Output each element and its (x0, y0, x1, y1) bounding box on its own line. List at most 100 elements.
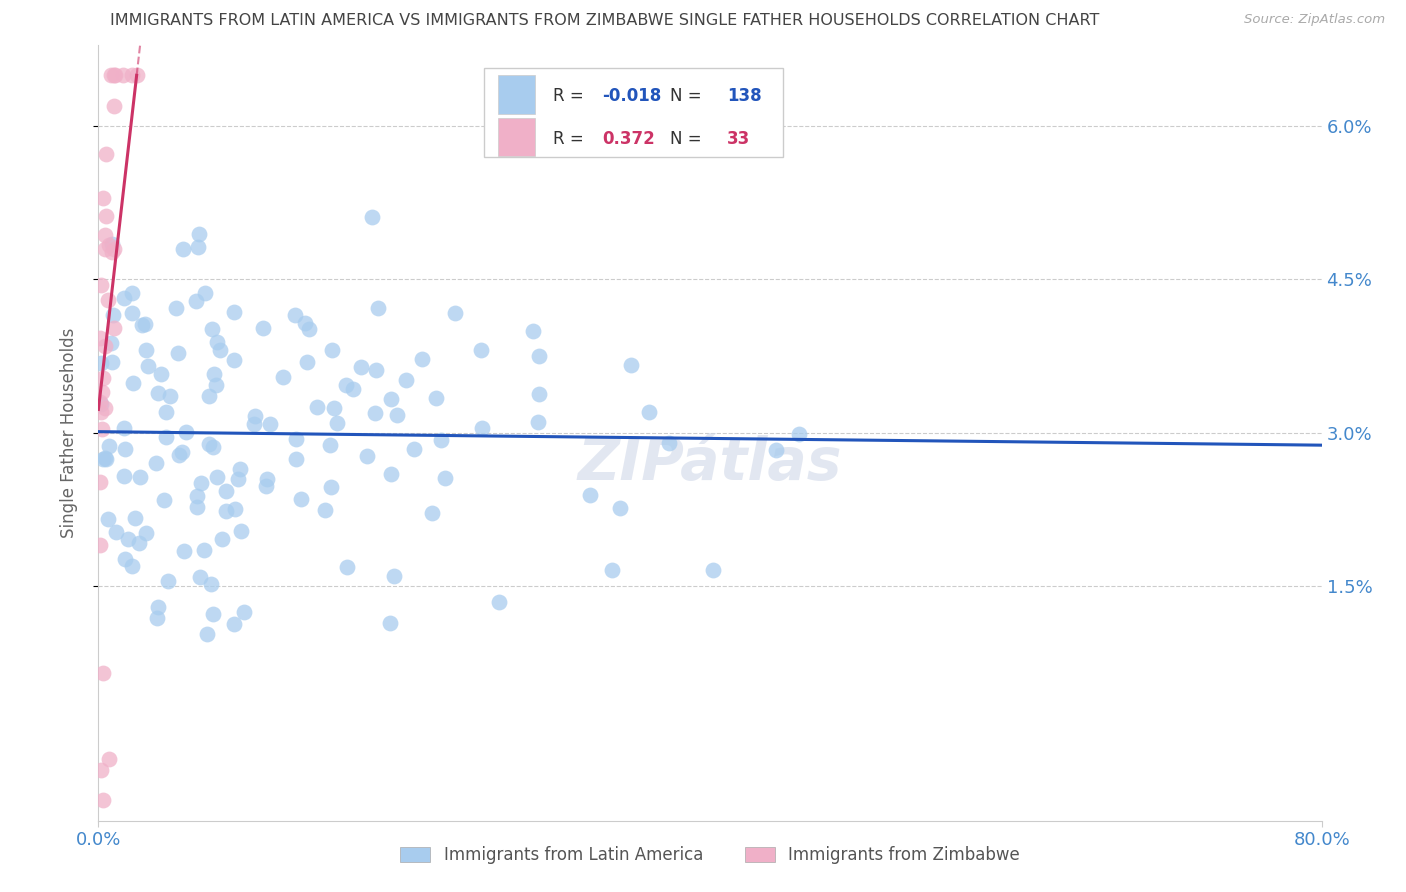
Point (298, 322, 321, 336)
Point (245, 409, 267, 423)
Point (156, 574, 179, 588)
Point (100, 68, 122, 82)
Point (128, 536, 150, 550)
Point (89, 475, 111, 489)
Point (527, 349, 550, 363)
Point (380, 467, 402, 481)
Point (205, 334, 228, 349)
Point (233, 606, 256, 620)
Point (488, 595, 510, 609)
Point (135, 526, 157, 541)
Point (198, 389, 221, 403)
Point (284, 308, 307, 322)
Point (155, 430, 177, 444)
Point (305, 400, 328, 414)
Point (256, 479, 278, 493)
Text: 0.372: 0.372 (602, 130, 655, 148)
Point (153, 493, 176, 508)
Point (135, 343, 157, 357)
Point (121, 376, 143, 390)
Point (176, 425, 198, 439)
Point (117, 532, 139, 546)
Text: 138: 138 (727, 87, 762, 105)
Point (385, 408, 408, 422)
Point (364, 406, 387, 420)
Point (522, 324, 544, 338)
Point (444, 305, 467, 319)
Point (366, 363, 388, 377)
Point (91, 665, 114, 680)
Point (211, 533, 233, 547)
Point (620, 358, 643, 372)
Point (121, 285, 143, 300)
Point (89, 331, 111, 345)
Point (395, 373, 418, 387)
Point (336, 560, 359, 574)
Point (361, 210, 384, 224)
Point (380, 616, 402, 631)
Point (256, 472, 278, 486)
Point (186, 489, 208, 503)
Point (101, 308, 124, 322)
Point (314, 503, 336, 517)
Point (425, 392, 447, 406)
Point (187, 240, 209, 254)
Point (112, 421, 135, 435)
Point (170, 445, 193, 459)
Point (134, 317, 156, 331)
Point (411, 352, 433, 367)
Point (121, 305, 143, 319)
Point (90, 384, 112, 399)
Point (765, 442, 787, 457)
Point (90, 405, 112, 419)
Point (382, 568, 405, 582)
Point (207, 470, 229, 484)
Point (380, 392, 402, 407)
Point (342, 383, 364, 397)
Point (111, 68, 134, 82)
Point (470, 343, 492, 357)
Point (167, 346, 190, 360)
Text: -0.018: -0.018 (602, 87, 662, 105)
Point (200, 576, 222, 591)
Point (91, 191, 114, 205)
Text: ZIPátlas: ZIPátlas (578, 435, 842, 492)
Text: R =: R = (554, 87, 589, 105)
Point (121, 68, 143, 82)
Point (284, 451, 307, 466)
Text: N =: N = (669, 130, 707, 148)
Point (215, 484, 238, 499)
Point (214, 504, 236, 518)
Point (188, 227, 211, 242)
Point (149, 367, 172, 381)
Point (90, 422, 112, 436)
Point (97, 511, 120, 525)
Point (165, 301, 187, 315)
Text: 33: 33 (727, 130, 751, 148)
Point (243, 417, 266, 431)
Text: IMMIGRANTS FROM LATIN AMERICA VS IMMIGRANTS FROM ZIMBABWE SINGLE FATHER HOUSEHOL: IMMIGRANTS FROM LATIN AMERICA VS IMMIGRA… (110, 13, 1099, 29)
Point (529, 387, 551, 401)
Point (146, 599, 169, 614)
Point (114, 552, 136, 566)
Point (420, 506, 443, 520)
Point (194, 285, 217, 300)
Point (290, 492, 312, 507)
Point (89, 538, 111, 552)
Point (350, 360, 373, 375)
Point (252, 320, 274, 334)
Point (94, 452, 117, 467)
Text: Source: ZipAtlas.com: Source: ZipAtlas.com (1244, 13, 1385, 27)
Point (103, 68, 125, 82)
Point (131, 318, 153, 332)
Point (93, 450, 115, 465)
Point (294, 316, 316, 330)
Point (93, 339, 115, 353)
Point (323, 401, 346, 416)
Point (222, 353, 245, 368)
Point (197, 627, 219, 641)
Point (186, 500, 208, 514)
Point (193, 543, 215, 558)
Point (224, 617, 246, 632)
FancyBboxPatch shape (498, 75, 536, 113)
